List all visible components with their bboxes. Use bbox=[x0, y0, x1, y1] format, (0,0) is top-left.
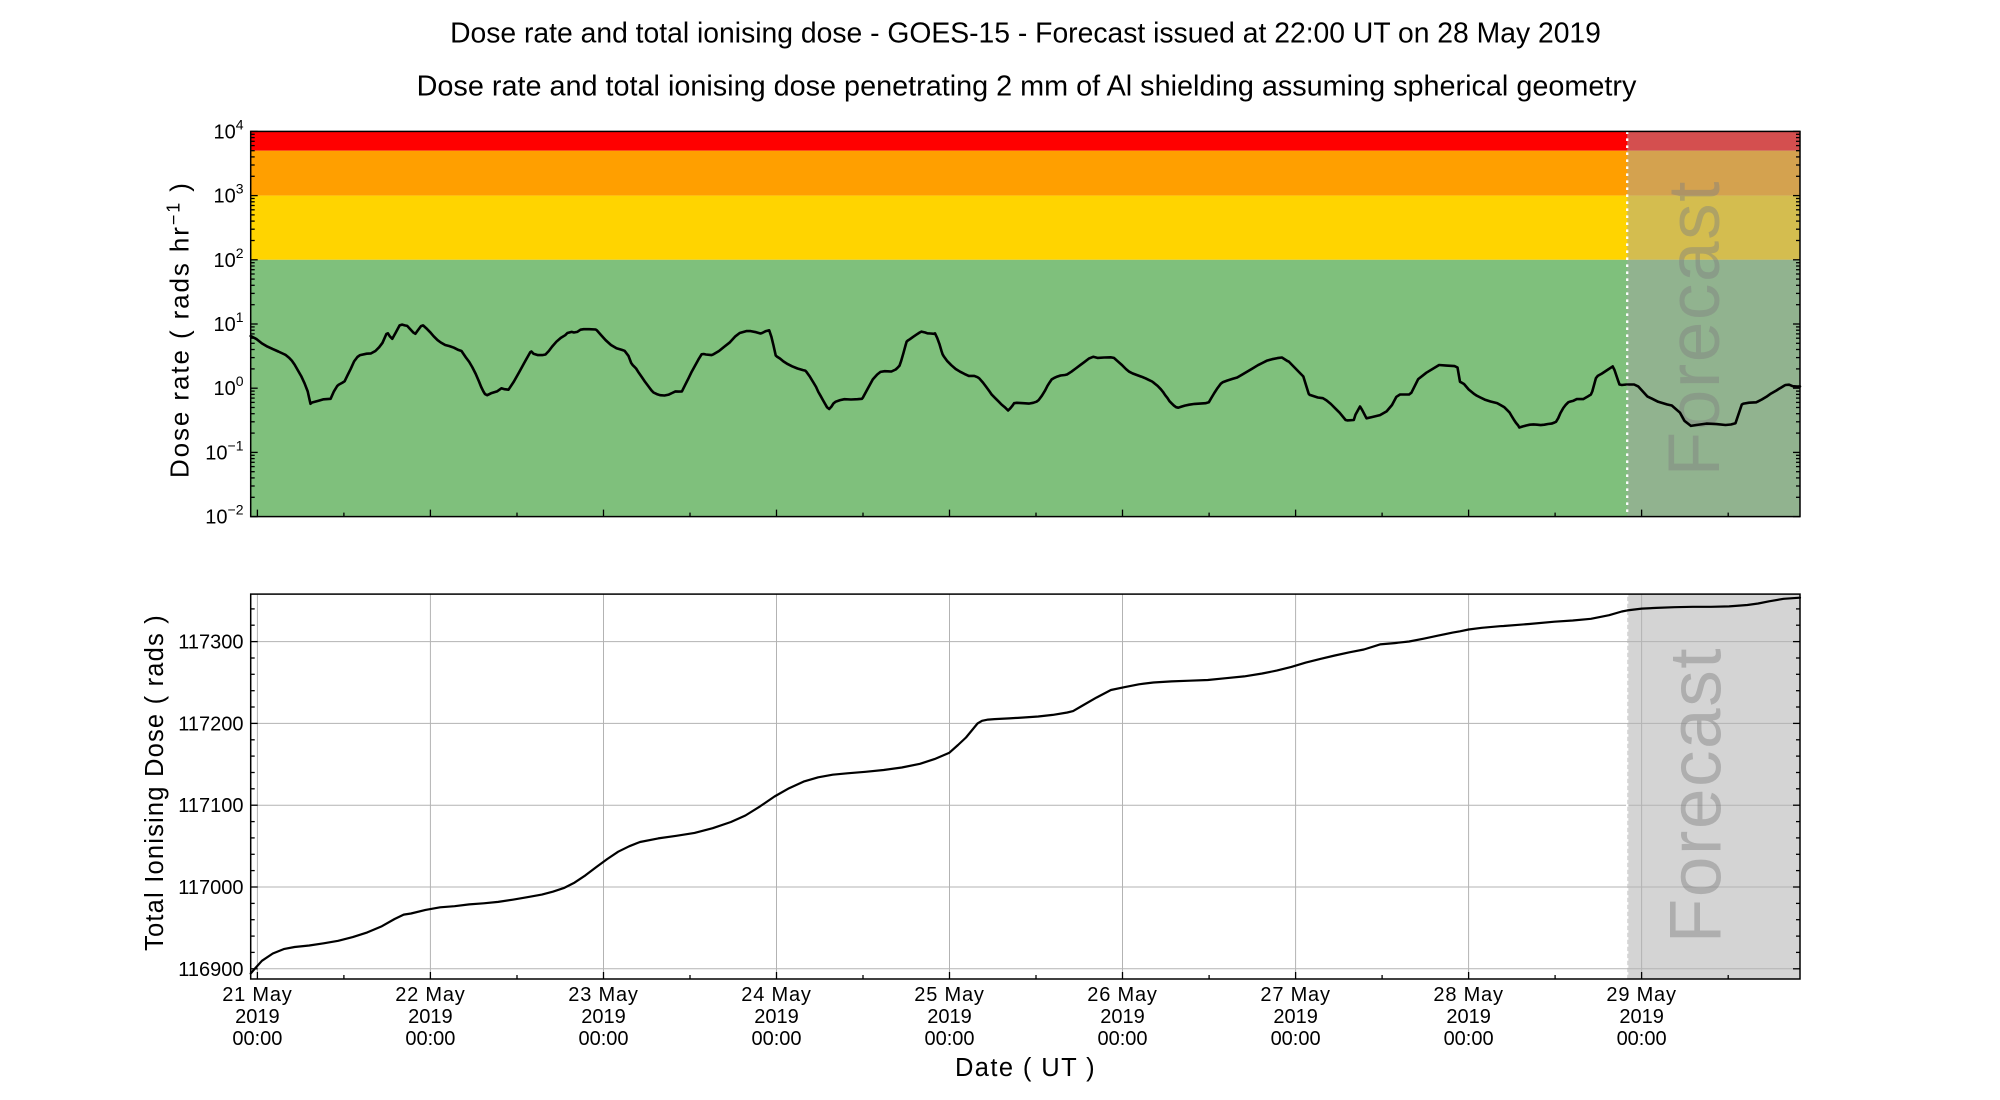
svg-text:25 May: 25 May bbox=[914, 984, 984, 1006]
svg-text:117300: 117300 bbox=[178, 632, 243, 654]
svg-text:21 May: 21 May bbox=[222, 984, 292, 1006]
svg-text:23 May: 23 May bbox=[568, 984, 638, 1006]
svg-text:26 May: 26 May bbox=[1087, 984, 1157, 1006]
svg-text:Dose rate ( rads hr−1 ): Dose rate ( rads hr−1 ) bbox=[164, 181, 195, 478]
svg-text:Forecast: Forecast bbox=[1656, 647, 1737, 943]
svg-text:100: 100 bbox=[213, 373, 243, 400]
svg-text:22 May: 22 May bbox=[395, 984, 465, 1006]
svg-text:2019: 2019 bbox=[754, 1006, 799, 1028]
svg-text:00:00: 00:00 bbox=[232, 1028, 282, 1050]
svg-text:00:00: 00:00 bbox=[578, 1028, 628, 1050]
svg-text:10−2: 10−2 bbox=[205, 502, 243, 529]
svg-text:29 May: 29 May bbox=[1606, 984, 1676, 1006]
svg-text:2019: 2019 bbox=[1273, 1006, 1318, 1028]
svg-text:2019: 2019 bbox=[408, 1006, 453, 1028]
svg-text:117100: 117100 bbox=[178, 795, 243, 817]
svg-text:00:00: 00:00 bbox=[1617, 1028, 1667, 1050]
svg-text:2019: 2019 bbox=[235, 1006, 280, 1028]
svg-text:Total Ionising Dose ( rads ): Total Ionising Dose ( rads ) bbox=[141, 614, 169, 951]
svg-text:101: 101 bbox=[213, 309, 243, 336]
svg-text:24 May: 24 May bbox=[741, 984, 811, 1006]
svg-text:00:00: 00:00 bbox=[924, 1028, 974, 1050]
svg-text:00:00: 00:00 bbox=[1444, 1028, 1494, 1050]
svg-text:117000: 117000 bbox=[178, 877, 243, 899]
svg-text:27 May: 27 May bbox=[1260, 984, 1330, 1006]
svg-text:117200: 117200 bbox=[178, 713, 243, 735]
svg-text:28 May: 28 May bbox=[1433, 984, 1503, 1006]
svg-text:116900: 116900 bbox=[178, 959, 243, 981]
svg-text:Dose rate and total ionising d: Dose rate and total ionising dose - GOES… bbox=[450, 17, 1601, 49]
svg-text:2019: 2019 bbox=[1100, 1006, 1145, 1028]
svg-text:2019: 2019 bbox=[1446, 1006, 1491, 1028]
svg-text:Date ( UT ): Date ( UT ) bbox=[955, 1054, 1096, 1082]
svg-text:2019: 2019 bbox=[927, 1006, 972, 1028]
svg-text:00:00: 00:00 bbox=[1271, 1028, 1321, 1050]
svg-text:2019: 2019 bbox=[581, 1006, 626, 1028]
svg-text:Forecast: Forecast bbox=[1654, 180, 1735, 476]
svg-text:2019: 2019 bbox=[1619, 1006, 1664, 1028]
svg-text:103: 103 bbox=[213, 181, 243, 208]
svg-text:104: 104 bbox=[213, 116, 243, 143]
svg-text:Dose rate and total ionising d: Dose rate and total ionising dose penetr… bbox=[417, 71, 1637, 103]
svg-text:00:00: 00:00 bbox=[751, 1028, 801, 1050]
svg-text:00:00: 00:00 bbox=[1097, 1028, 1147, 1050]
svg-text:00:00: 00:00 bbox=[405, 1028, 455, 1050]
svg-text:10−1: 10−1 bbox=[205, 437, 243, 464]
svg-text:102: 102 bbox=[213, 245, 243, 272]
